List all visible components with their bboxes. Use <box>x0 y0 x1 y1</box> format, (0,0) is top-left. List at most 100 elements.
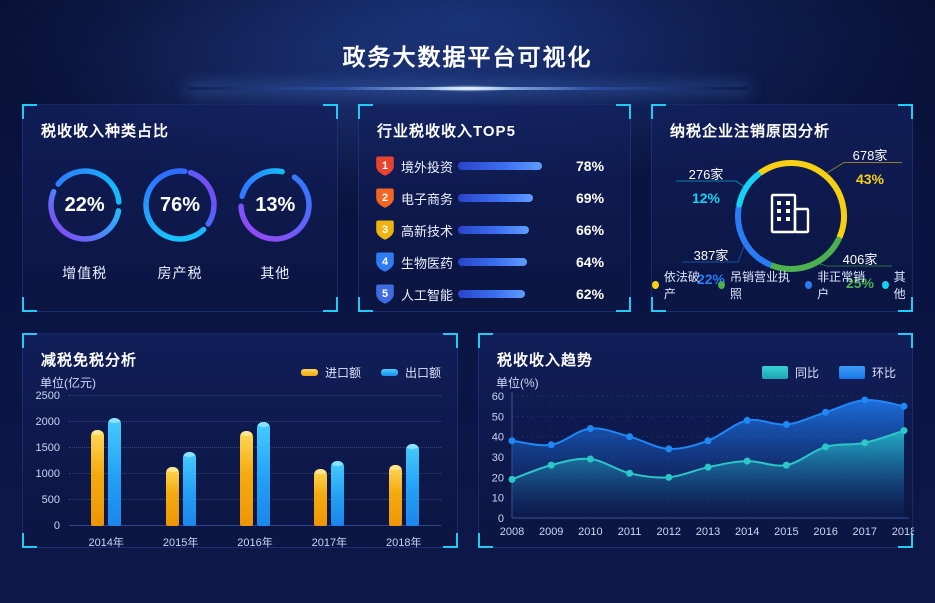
y-axis-tick: 0 <box>53 520 60 532</box>
legend-label: 吊销营业执照 <box>730 270 791 301</box>
corner-bracket <box>22 333 37 348</box>
data-point-marker <box>900 427 908 435</box>
legend-label: 出口额 <box>404 366 441 380</box>
top5-percent: 66% <box>576 222 605 238</box>
rank-badge-icon: 1 <box>376 156 394 176</box>
x-axis-label: 2012 <box>657 526 681 538</box>
top5-label: 生物医药 <box>401 255 454 271</box>
legend-label: 环比 <box>871 366 896 380</box>
svg-text:2: 2 <box>382 192 388 204</box>
legend-item-tongbi[interactable]: 同比 <box>761 364 819 381</box>
x-axis-label: 2015 <box>774 526 798 538</box>
bar-group: 2014年 <box>86 417 126 549</box>
gridline <box>69 525 441 526</box>
rank-badge-icon: 3 <box>376 220 394 240</box>
ring-graphic: 22% <box>43 163 127 247</box>
export-swatch <box>380 369 398 376</box>
data-point-marker <box>586 455 594 463</box>
donut-legend-item[interactable]: 依法破产 <box>652 268 705 302</box>
bar-出口额 <box>257 422 270 526</box>
y-axis-tick: 60 <box>492 391 504 403</box>
x-axis-label: 2011 <box>618 526 642 538</box>
data-point-marker <box>900 402 908 410</box>
top5-label: 电子商务 <box>401 191 454 207</box>
data-point-marker <box>704 463 712 471</box>
donut-legend-item[interactable]: 吊销营业执照 <box>718 268 792 302</box>
legend-item-export[interactable]: 出口额 <box>380 364 441 381</box>
corner-bracket <box>898 104 913 119</box>
legend-item-huanbi[interactable]: 环比 <box>838 364 896 381</box>
data-point-marker <box>782 420 790 428</box>
data-point-marker <box>508 437 516 445</box>
ring-graphic: 13% <box>233 163 317 247</box>
bar-group: 2015年 <box>161 451 201 549</box>
top5-percent: 64% <box>576 254 605 270</box>
corner-bracket <box>616 297 631 312</box>
y-axis-tick: 1500 <box>35 442 60 454</box>
data-point-marker <box>508 475 516 483</box>
legend-dot <box>652 281 659 289</box>
import-swatch <box>300 369 318 376</box>
data-point-marker <box>626 469 634 477</box>
bar-进口额 <box>314 468 328 526</box>
tongbi-swatch <box>761 366 788 379</box>
x-axis-label: 2013 <box>696 526 720 538</box>
top5-row: 1 境外投资 78% <box>375 155 618 177</box>
top5-percent: 69% <box>576 190 605 206</box>
bar-group: 2018年 <box>384 443 424 549</box>
data-point-marker <box>822 408 830 416</box>
legend-item-import[interactable]: 进口额 <box>300 364 361 381</box>
corner-bracket <box>323 297 338 312</box>
y-axis-tick: 50 <box>492 411 504 423</box>
donut-label-yifapochan: 678家 43% <box>852 148 888 187</box>
x-axis-label: 2016年 <box>237 537 273 549</box>
unit-label-yiyuan: 单位(亿元) <box>40 376 96 390</box>
panel-title-trend: 税收收入趋势 <box>497 352 594 369</box>
data-point-marker <box>665 473 673 481</box>
donut-label-diaoxiao: 406家 25% <box>842 252 878 291</box>
corner-bracket <box>358 104 373 119</box>
top5-bar <box>458 194 533 202</box>
legend-label: 其他 <box>893 270 906 301</box>
bar-出口额 <box>182 451 196 526</box>
light-streak-decoration <box>187 87 748 90</box>
data-point-marker <box>665 445 673 453</box>
bar-出口额 <box>405 443 419 526</box>
x-axis-label: 2015年 <box>162 537 199 549</box>
top5-label: 境外投资 <box>401 159 454 175</box>
gauge-percent: 76% <box>159 193 200 216</box>
data-point-marker <box>861 439 869 447</box>
y-axis-tick: 500 <box>41 494 60 506</box>
corner-bracket <box>22 104 37 119</box>
corner-bracket <box>651 297 666 312</box>
corner-bracket <box>651 104 666 119</box>
y-axis-tick: 30 <box>492 452 504 464</box>
bar-进口额 <box>91 429 105 526</box>
x-axis-label: 2008 <box>500 526 524 538</box>
corner-bracket <box>478 333 493 348</box>
donut-legend-item[interactable]: 非正常销户 <box>805 268 869 302</box>
rank-badge-icon: 4 <box>376 252 394 272</box>
y-axis-tick: 2000 <box>35 416 60 428</box>
top5-label: 人工智能 <box>401 287 454 303</box>
ring-gauge: 22% 增值税 <box>37 163 132 283</box>
svg-text:1: 1 <box>382 160 388 172</box>
bar-出口额 <box>108 417 122 526</box>
x-axis-label: 2017 <box>853 526 877 538</box>
donut-legend: 依法破产 吊销营业执照 非正常销户 其他 <box>652 268 914 302</box>
gridline <box>69 395 441 396</box>
gauge-percent: 13% <box>255 193 296 216</box>
donut-legend-item[interactable]: 其他 <box>881 268 914 302</box>
panel-revenue-trend: 税收收入趋势 单位(%) 同比 环比 2008 2009 2010 2011 2012 2… <box>478 333 914 548</box>
top5-percent: 78% <box>576 158 605 174</box>
bar-group: 2016年 <box>235 422 275 549</box>
top5-bar <box>458 290 525 298</box>
bar-出口额 <box>331 461 345 526</box>
data-point-marker <box>861 396 869 404</box>
rank-badge-icon: 2 <box>376 188 394 208</box>
building-icon <box>770 193 810 234</box>
y-axis-tick: 0 <box>498 513 504 525</box>
top5-bar <box>458 258 528 266</box>
y-axis-tick: 1000 <box>35 468 60 480</box>
legend-dot <box>718 281 726 289</box>
